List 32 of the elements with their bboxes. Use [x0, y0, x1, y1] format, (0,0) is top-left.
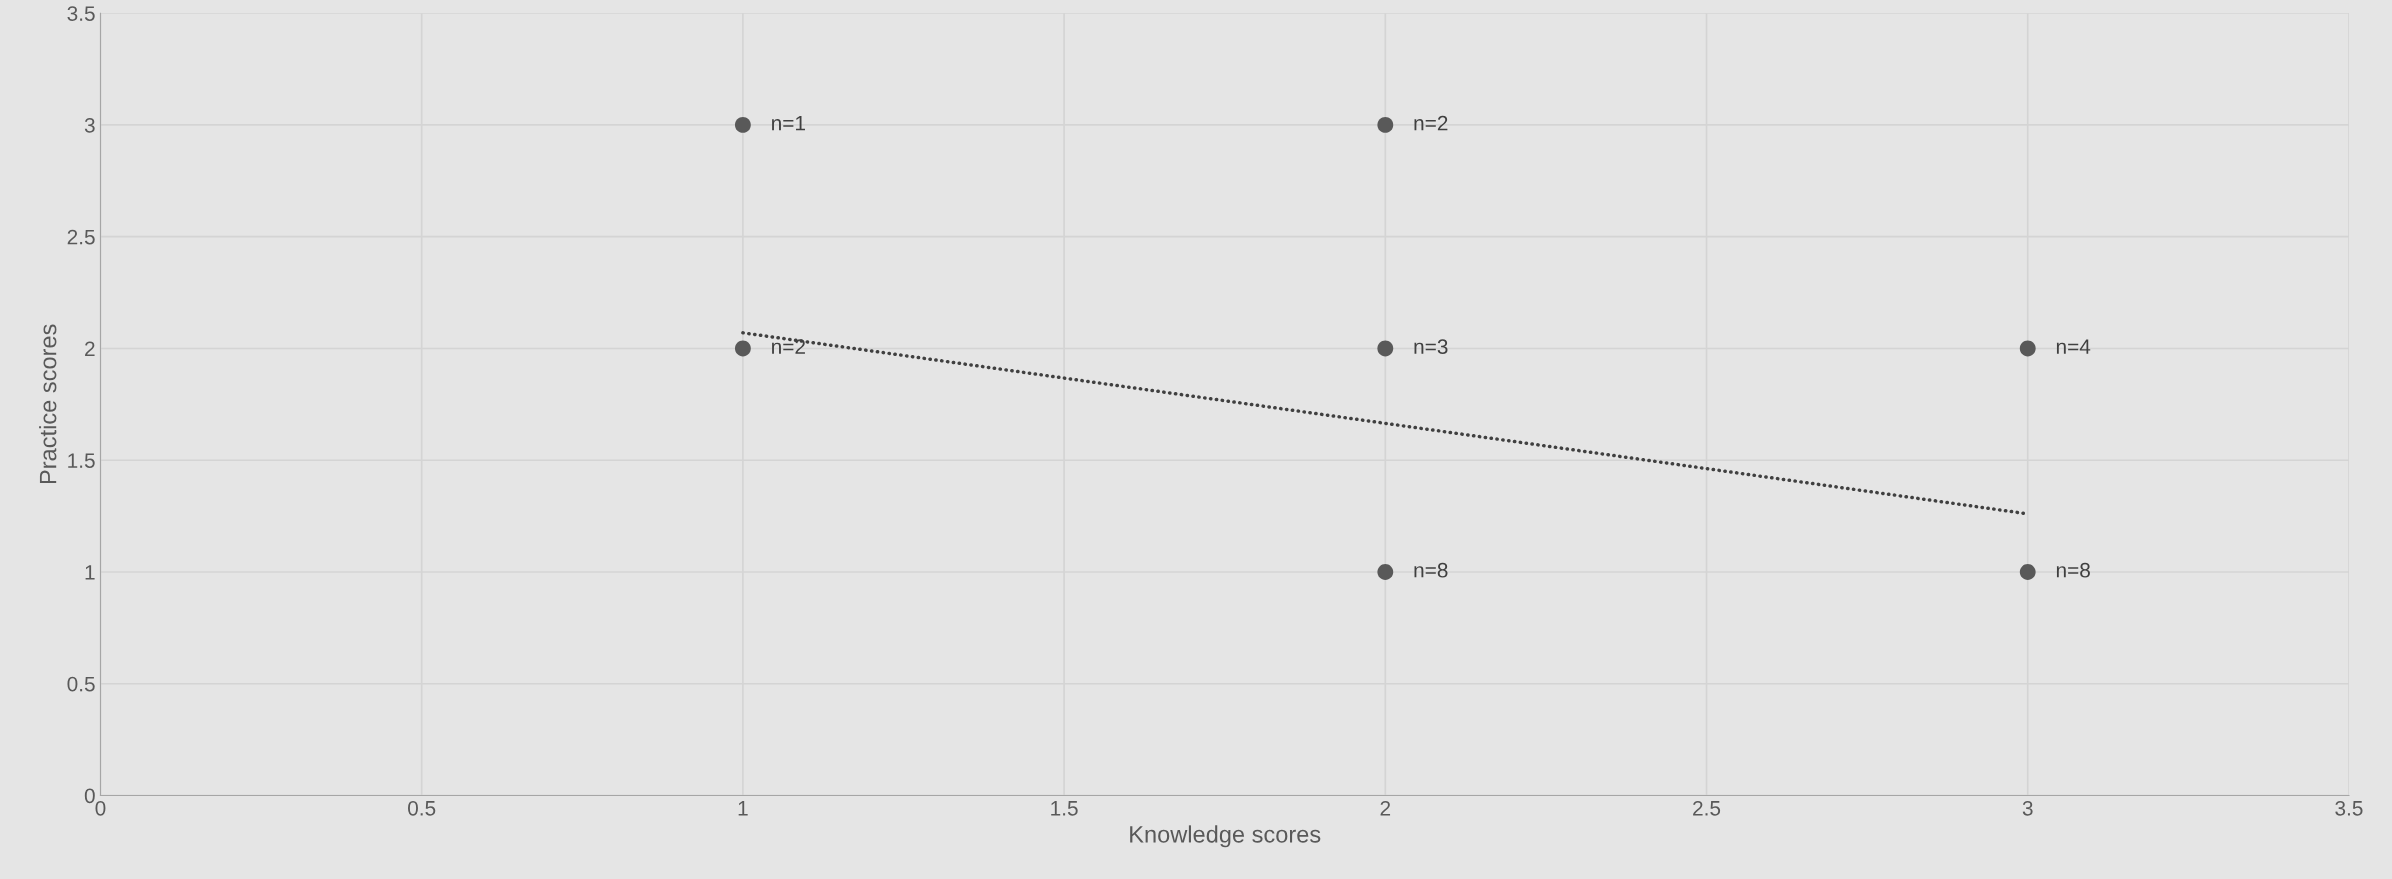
y-tick-label: 0: [84, 788, 95, 804]
y-axis-title: Practice scores: [39, 324, 57, 484]
x-tick-label: 1.5: [1051, 801, 1078, 816]
y-tick-label: 3.5: [67, 6, 95, 21]
annotation: n=2: [772, 339, 805, 354]
point: [2019, 564, 2036, 580]
y-tick-label: 1.5: [68, 453, 95, 468]
annotation: n=1: [772, 116, 805, 131]
x-tick-label: 3: [2022, 800, 2033, 816]
point: [2019, 340, 2036, 357]
annotation: n=4: [2056, 339, 2091, 354]
x-tick-label: 0.5: [408, 800, 436, 816]
annotation: n=2: [1414, 115, 1448, 131]
point: [734, 340, 751, 357]
x-tick-label: 0: [95, 800, 106, 816]
annotation: n=3: [1414, 339, 1448, 355]
point: [1377, 340, 1394, 357]
annotation: n=8: [1414, 562, 1448, 578]
y-tick-label: 3: [84, 117, 95, 133]
y-tick-label: 2.5: [67, 229, 95, 245]
y-tick-label: 0.5: [67, 676, 95, 692]
x-tick-label: 1: [738, 801, 748, 816]
point: [1377, 117, 1394, 133]
y-tick-label: 1: [85, 565, 95, 580]
x-tick-label: 2.5: [1693, 800, 1721, 816]
x-tick-label: 3.5: [2335, 800, 2363, 816]
point: [734, 117, 751, 133]
x-tick-label: 2: [1380, 800, 1391, 816]
annotation: n=8: [2056, 562, 2090, 578]
x-axis-title: Knowledge scores: [1130, 825, 1321, 848]
y-tick-label: 2: [85, 341, 95, 357]
point: [1377, 564, 1394, 580]
